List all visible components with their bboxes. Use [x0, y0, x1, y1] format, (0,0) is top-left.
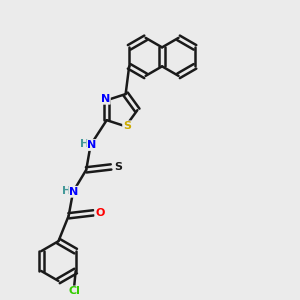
- Text: N: N: [87, 140, 97, 150]
- Text: S: S: [123, 121, 131, 131]
- Text: N: N: [100, 94, 110, 104]
- Text: N: N: [69, 187, 79, 197]
- Text: H: H: [62, 186, 71, 196]
- Text: Cl: Cl: [68, 286, 80, 296]
- Text: O: O: [95, 208, 105, 218]
- Text: S: S: [114, 162, 122, 172]
- Text: H: H: [80, 139, 89, 149]
